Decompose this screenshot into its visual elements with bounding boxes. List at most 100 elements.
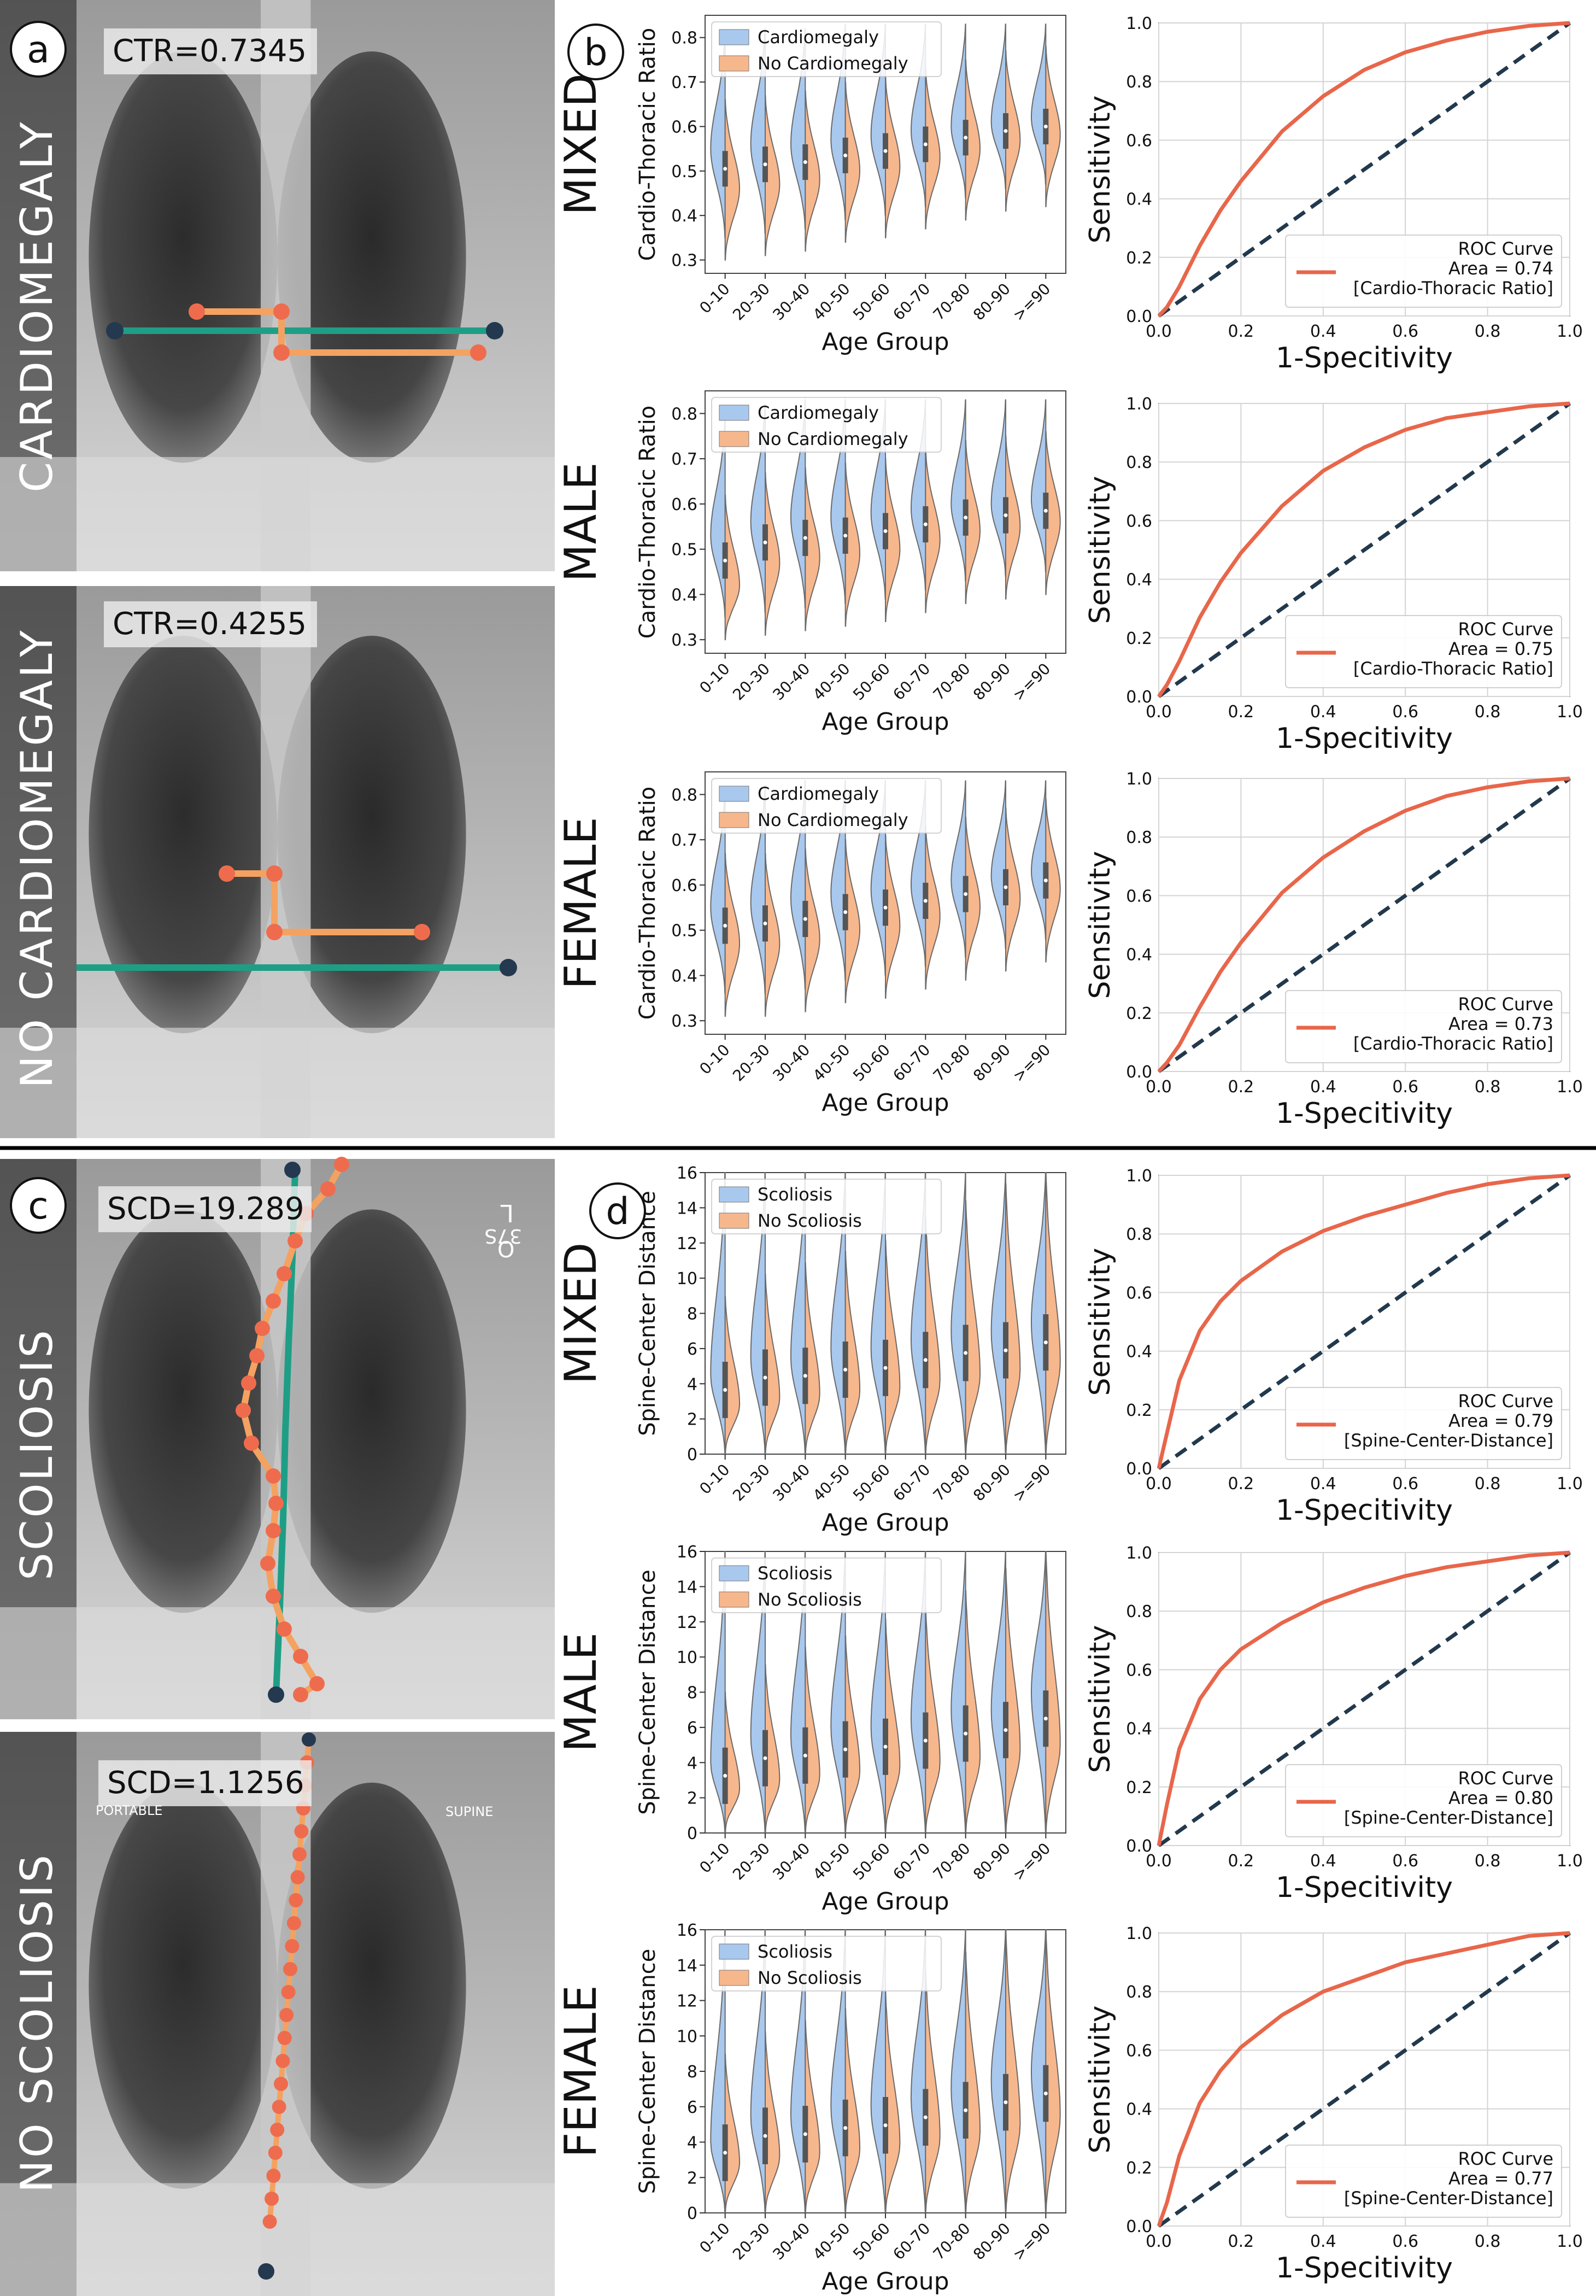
- panel-letter-circle: [10, 1177, 67, 1234]
- left-lung: [89, 1782, 278, 2189]
- y-tick-label: 2: [687, 2169, 697, 2188]
- y-tick-label: 8: [687, 2063, 697, 2082]
- y-axis-label: Sensitivity: [1084, 2006, 1117, 2154]
- legend-swatch-positive: [719, 1186, 749, 1203]
- x-tick-label: 50-60: [849, 2219, 894, 2264]
- y-tick-label: 14: [677, 1578, 697, 1597]
- chance-line: [1157, 1551, 1571, 1847]
- vertebra-point: [266, 1523, 281, 1538]
- violin-negative: [844, 839, 861, 1004]
- y-tick-label: 0.0: [1126, 307, 1152, 326]
- x-tick-label: 70-80: [930, 1461, 974, 1505]
- roc-curve: [1157, 1550, 1570, 1846]
- y-tick-label: 1.0: [1126, 1924, 1152, 1943]
- y-tick-label: 0.6: [1126, 131, 1152, 150]
- median-dot: [803, 536, 807, 540]
- violin-negative: [885, 1239, 901, 1455]
- y-tick-label: 0: [687, 1824, 697, 1843]
- x-tick-label: 50-60: [849, 1461, 894, 1505]
- violin-negative: [805, 2019, 820, 2213]
- y-tick-label: 0.6: [671, 495, 697, 514]
- panel-letter-text: b: [584, 31, 607, 74]
- violin-negative: [724, 852, 741, 1017]
- vertebra-point: [241, 1375, 256, 1391]
- group-label: FEMALE: [555, 1985, 606, 2157]
- x-tick-label: 0.2: [1228, 1474, 1254, 1493]
- vertebra-point: [294, 1824, 309, 1838]
- y-tick-label: 16: [677, 1921, 697, 1940]
- median-dot: [923, 1738, 928, 1743]
- x-tick-label: 1.0: [1557, 1852, 1583, 1871]
- median-dot: [723, 167, 727, 171]
- x-axis-label: Age Group: [822, 328, 949, 356]
- vertebra-point: [293, 1649, 308, 1664]
- y-tick-label: 0.6: [1126, 1661, 1152, 1680]
- y-tick-label: 0.5: [671, 922, 697, 941]
- diaphragm-area: [0, 1028, 555, 1138]
- y-tick-label: 0.3: [671, 631, 697, 650]
- y-axis-label: Cardio-Thoracic Ratio: [635, 787, 660, 1020]
- x-tick-label: 1.0: [1557, 1077, 1583, 1097]
- x-tick-label: 1.0: [1557, 2232, 1583, 2251]
- x-tick-label: 80-90: [970, 1461, 1014, 1505]
- y-tick-label: 6: [687, 2098, 697, 2117]
- vertebra-point: [293, 1687, 308, 1702]
- median-dot: [843, 153, 848, 157]
- x-tick-label: 0.4: [1310, 322, 1336, 341]
- violin-positive: [990, 1929, 1006, 2213]
- y-tick-label: 0.4: [1126, 1720, 1152, 1739]
- x-tick-label: 80-90: [970, 2219, 1014, 2264]
- x-tick-label: 1.0: [1557, 322, 1583, 341]
- x-axis-label: 1-Specitivity: [1276, 1494, 1453, 1527]
- panel-letter-circle: [589, 1182, 646, 1239]
- x-tick-label: 0.8: [1475, 1077, 1501, 1097]
- y-tick-label: 8: [687, 1305, 697, 1324]
- median-dot: [964, 1731, 968, 1736]
- spine-end-point: [268, 1686, 284, 1703]
- y-tick-label: 0.6: [1126, 1284, 1152, 1303]
- legend-label-positive: Cardiomegaly: [758, 402, 879, 423]
- x-tick-label: 1.0: [1557, 702, 1583, 722]
- violin-negative: [765, 1664, 781, 1834]
- violin-negative: [844, 81, 861, 243]
- y-tick-label: 1.0: [1126, 1167, 1152, 1186]
- panel-letter-circle: [10, 21, 67, 78]
- x-tick-label: 30-40: [769, 1840, 813, 1884]
- median-dot: [1004, 1728, 1008, 1732]
- median-dot: [1004, 885, 1008, 889]
- cardiac-point: [273, 303, 290, 320]
- chance-line: [1157, 1931, 1571, 2228]
- x-tick-label: 40-50: [809, 1041, 854, 1085]
- badge-text: CTR=0.7345: [113, 33, 307, 69]
- y-tick-label: 0.4: [1126, 946, 1152, 965]
- legend-box: [711, 1179, 942, 1234]
- cardiac-point: [273, 344, 290, 361]
- legend-label-negative: No Cardiomegaly: [758, 53, 908, 74]
- y-axis-label: Sensitivity: [1084, 96, 1117, 244]
- x-tick-label: 40-50: [809, 280, 854, 324]
- xray-no-cardiomegaly: [0, 586, 555, 1138]
- violin-positive: [1030, 1929, 1047, 2213]
- y-tick-label: 8: [687, 1684, 697, 1703]
- median-dot: [923, 142, 928, 147]
- legend-swatch-positive: [719, 405, 749, 421]
- median-dot: [923, 522, 928, 526]
- x-tick-label: 0.2: [1228, 322, 1254, 341]
- vertebra-point: [266, 1589, 281, 1604]
- xray-layer: [0, 0, 555, 2296]
- vertebra-point: [268, 1496, 284, 1511]
- violin-negative: [965, 440, 981, 605]
- y-tick-label: 0.2: [1126, 629, 1152, 648]
- group-label: MIXED: [555, 73, 606, 215]
- violin-negative: [765, 95, 781, 256]
- film-portable: PORTABLE: [96, 1803, 163, 1818]
- label-no-scoliosis: NO SCOLIOSIS: [11, 1853, 62, 2193]
- chance-line: [1157, 1174, 1571, 1470]
- labels-layer: a CARDIOMEGALY NO CARDIOMEGALY CTR=0.7345 CT…: [0, 21, 1596, 2193]
- vertebra-point: [272, 2100, 286, 2114]
- x-tick-label: 0.0: [1146, 1077, 1172, 1097]
- vertebra-point: [266, 1293, 281, 1309]
- median-dot: [964, 136, 968, 140]
